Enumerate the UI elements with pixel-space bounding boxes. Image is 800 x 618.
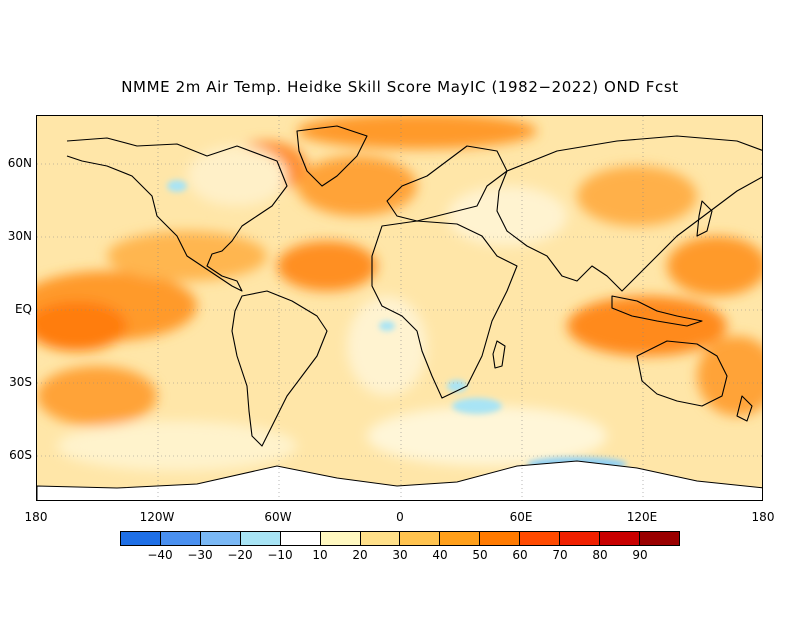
lon-label-120w: 120W bbox=[139, 510, 175, 524]
lon-label-0: 0 bbox=[396, 510, 404, 524]
lon-label-60e: 60E bbox=[509, 510, 533, 524]
coastline-africa bbox=[371, 220, 518, 399]
colorbar-tick-label: −10 bbox=[267, 548, 293, 562]
graticule bbox=[37, 116, 762, 500]
lon-label-180e: 180 bbox=[751, 510, 775, 524]
skill-field-shading bbox=[37, 116, 762, 471]
lat-label-30s: 30S bbox=[9, 375, 32, 389]
coastline-south-america bbox=[231, 290, 328, 447]
coastline-europe bbox=[386, 145, 508, 222]
colorbar-swatch bbox=[280, 532, 321, 545]
lon-label-180w: 180 bbox=[24, 510, 48, 524]
colorbar-swatch bbox=[560, 532, 601, 545]
skill-score-map bbox=[37, 116, 762, 500]
colorbar-tick-label: 10 bbox=[312, 548, 328, 562]
lat-label-eq: EQ bbox=[14, 302, 32, 316]
coastline-asia bbox=[496, 135, 762, 292]
colorbar-tick-label: 70 bbox=[552, 548, 568, 562]
coastline-north-america bbox=[66, 137, 288, 292]
colorbar-swatch bbox=[639, 532, 679, 545]
antarctica-landmass bbox=[37, 460, 762, 500]
colorbar-tick-label: 30 bbox=[392, 548, 408, 562]
colorbar-tick-label: 50 bbox=[472, 548, 488, 562]
coastline-indonesia bbox=[611, 295, 703, 327]
coastline-greenland bbox=[296, 125, 368, 187]
coastline-australia bbox=[636, 340, 728, 407]
coastline-new-zealand bbox=[736, 395, 753, 422]
colorbar-swatch bbox=[121, 532, 161, 545]
colorbar-swatch bbox=[480, 532, 521, 545]
colorbar-tick-label: −40 bbox=[147, 548, 173, 562]
lat-label-60n: 60N bbox=[7, 156, 32, 170]
map-title: NMME 2m Air Temp. Heidke Skill Score May… bbox=[121, 78, 679, 96]
colorbar-swatch bbox=[520, 532, 561, 545]
colorbar-swatch bbox=[240, 532, 281, 545]
lat-label-60s: 60S bbox=[9, 448, 32, 462]
colorbar-swatch bbox=[600, 532, 640, 545]
lon-label-120e: 120E bbox=[626, 510, 658, 524]
map-plot-area bbox=[36, 115, 763, 501]
colorbar-tick-label: 40 bbox=[432, 548, 448, 562]
colorbar-tick-label: 20 bbox=[352, 548, 368, 562]
coastline-japan bbox=[696, 200, 713, 237]
colorbar-swatch bbox=[400, 532, 441, 545]
colorbar-swatch bbox=[440, 532, 481, 545]
lat-label-30n: 30N bbox=[7, 229, 32, 243]
colorbar-swatch bbox=[360, 532, 401, 545]
colorbar-swatch bbox=[320, 532, 361, 545]
lon-label-60w: 60W bbox=[264, 510, 292, 524]
colorbar-tick-label: −30 bbox=[187, 548, 213, 562]
colorbar-swatch bbox=[160, 532, 201, 545]
coastline-madagascar bbox=[492, 340, 506, 369]
colorbar bbox=[120, 531, 680, 546]
colorbar-tick-label: 60 bbox=[512, 548, 528, 562]
colorbar-tick-label: −20 bbox=[227, 548, 253, 562]
colorbar-tick-label: 80 bbox=[592, 548, 608, 562]
coastlines bbox=[66, 125, 762, 447]
colorbar-swatch bbox=[200, 532, 241, 545]
colorbar-tick-label: 90 bbox=[632, 548, 648, 562]
